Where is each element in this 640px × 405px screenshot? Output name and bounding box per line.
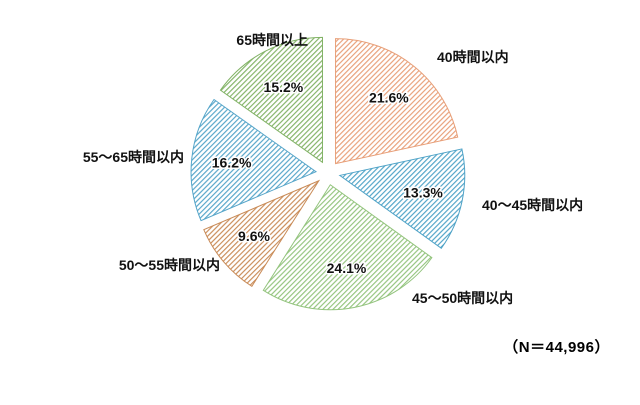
percent-label: 24.1% <box>327 260 367 276</box>
sample-size-note: （N＝44,996） <box>503 339 610 356</box>
pie-slice <box>203 179 321 288</box>
category-label: 40時間以内 <box>437 49 509 65</box>
category-label: 45～50時間以内 <box>412 290 513 306</box>
percent-label: 15.2% <box>264 79 304 95</box>
pie-slice <box>262 184 433 311</box>
pie-slice <box>219 36 323 164</box>
pie-slice <box>338 148 466 249</box>
category-label: 55～65時間以内 <box>83 149 184 165</box>
percent-label: 16.2% <box>212 155 252 171</box>
category-label: 65時間以上 <box>236 32 308 48</box>
percent-label: 21.6% <box>369 90 409 106</box>
category-label: 40～45時間以内 <box>482 197 583 213</box>
category-label: 50～55時間以内 <box>119 257 220 273</box>
percent-label: 13.3% <box>403 185 443 201</box>
pie-slice <box>335 38 459 165</box>
pie-slice <box>190 98 318 222</box>
percent-label: 9.6% <box>238 228 270 244</box>
